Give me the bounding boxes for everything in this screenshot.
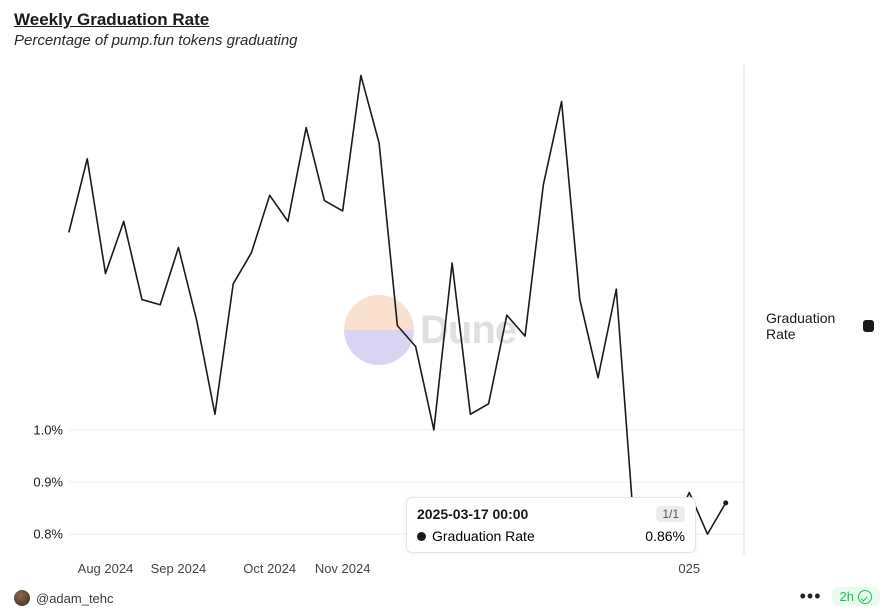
- chart-title: Weekly Graduation Rate: [14, 10, 882, 30]
- author-avatar: [14, 590, 30, 606]
- more-menu-icon[interactable]: •••: [800, 586, 822, 607]
- x-axis-tick-label: 025: [678, 561, 700, 576]
- tooltip-series-label: Graduation Rate: [432, 528, 535, 544]
- x-axis-tick-label: Sep 2024: [151, 561, 207, 576]
- y-axis-tick-label: 0.9%: [22, 475, 63, 490]
- chart-area: Dune 0.8%0.9%1.0% Aug 2024Sep 2024Oct 20…: [14, 55, 874, 565]
- tooltip-dot-icon: [417, 532, 426, 541]
- check-circle-icon: [858, 590, 872, 604]
- chart-subtitle: Percentage of pump.fun tokens graduating: [14, 32, 882, 49]
- legend-swatch: [863, 320, 874, 332]
- author-footer[interactable]: @adam_tehc: [14, 590, 114, 606]
- x-axis-tick-label: Oct 2024: [243, 561, 296, 576]
- tooltip-value: 0.86%: [645, 528, 685, 544]
- legend-label: Graduation Rate: [766, 310, 857, 342]
- tooltip-page: 1/1: [656, 506, 685, 522]
- tooltip-date: 2025-03-17 00:00: [417, 506, 528, 522]
- legend[interactable]: Graduation Rate: [766, 310, 874, 342]
- line-chart-svg: [14, 55, 874, 565]
- y-axis-tick-label: 0.8%: [22, 527, 63, 542]
- refresh-status-pill[interactable]: 2h: [832, 587, 880, 606]
- author-handle: @adam_tehc: [36, 591, 114, 606]
- y-axis-tick-label: 1.0%: [22, 422, 63, 437]
- x-axis-tick-label: Nov 2024: [315, 561, 371, 576]
- x-axis-tick-label: Aug 2024: [78, 561, 134, 576]
- refresh-age: 2h: [840, 589, 854, 604]
- tooltip: 2025-03-17 00:00 1/1 Graduation Rate 0.8…: [406, 497, 696, 553]
